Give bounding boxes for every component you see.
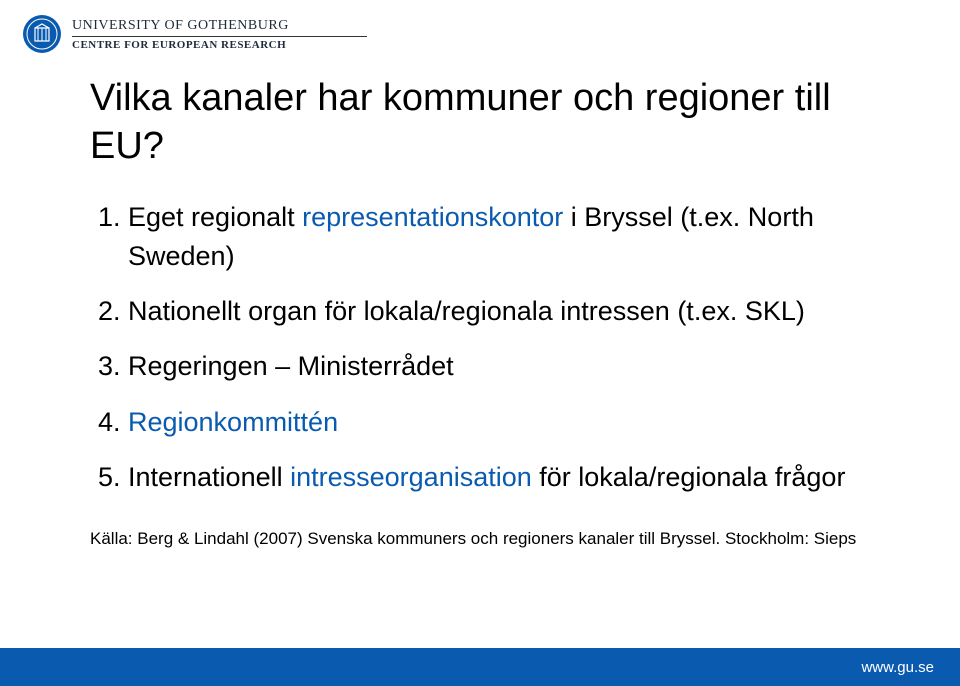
list-item-text: Regeringen – Ministerrådet [128, 351, 454, 381]
source-citation: Källa: Berg & Lindahl (2007) Svenska kom… [90, 527, 890, 552]
list-item-highlight: representationskontor [302, 202, 563, 232]
university-name: UNIVERSITY OF GOTHENBURG [72, 18, 367, 37]
slide-title: Vilka kanaler har kommuner och regioner … [90, 75, 890, 170]
list-item: Eget regionalt representationskontor i B… [128, 198, 890, 276]
centre-name: CENTRE FOR EUROPEAN RESEARCH [72, 39, 367, 51]
list-item-highlight: intresseorganisation [290, 462, 532, 492]
channels-list: Eget regionalt representationskontor i B… [90, 198, 890, 497]
list-item: Internationell intresseorganisation för … [128, 458, 890, 497]
slide-content: Vilka kanaler har kommuner och regioner … [90, 75, 890, 551]
list-item-text: Nationellt organ för lokala/regionala in… [128, 296, 805, 326]
list-item: Regeringen – Ministerrådet [128, 347, 890, 386]
list-item-highlight: Regionkommittén [128, 407, 338, 437]
university-seal-icon [22, 14, 62, 54]
list-item: Nationellt organ för lokala/regionala in… [128, 292, 890, 331]
list-item-text: Eget regionalt [128, 202, 302, 232]
slide-header: UNIVERSITY OF GOTHENBURG CENTRE FOR EURO… [22, 14, 900, 54]
footer-bar: www.gu.se [0, 648, 960, 686]
list-item-text: Internationell [128, 462, 290, 492]
list-item: Regionkommittén [128, 403, 890, 442]
list-item-text: för lokala/regionala frågor [532, 462, 846, 492]
university-name-block: UNIVERSITY OF GOTHENBURG CENTRE FOR EURO… [72, 18, 367, 51]
footer-url: www.gu.se [861, 659, 934, 676]
